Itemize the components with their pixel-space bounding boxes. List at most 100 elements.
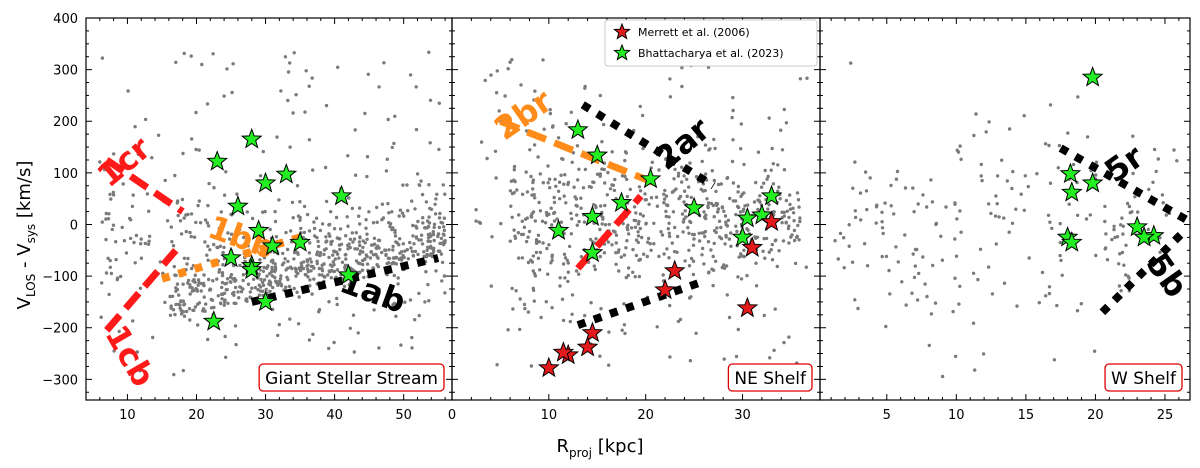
scatter-point — [833, 239, 837, 243]
scatter-point — [719, 182, 723, 186]
bhattacharya-star — [547, 219, 570, 240]
scatter-point — [958, 209, 962, 213]
scatter-point — [509, 204, 513, 208]
scatter-point — [629, 226, 634, 230]
scatter-point — [371, 221, 376, 225]
scatter-point — [104, 237, 108, 242]
scatter-point — [591, 203, 596, 207]
scatter-point — [333, 257, 337, 261]
scatter-point — [683, 209, 687, 213]
scatter-point — [234, 342, 238, 347]
scatter-point — [197, 148, 201, 152]
scatter-point — [181, 310, 186, 314]
scatter-point — [336, 65, 340, 70]
scatter-point — [212, 235, 216, 240]
scatter-point — [371, 253, 376, 257]
scatter-point — [1147, 187, 1151, 192]
scatter-point — [767, 203, 771, 207]
scatter-point — [405, 248, 409, 252]
scatter-point — [314, 216, 319, 220]
scatter-point — [1119, 289, 1123, 293]
scatter-point — [427, 215, 431, 219]
scatter-point — [754, 236, 758, 240]
scatter-point — [798, 216, 802, 220]
scatter-point — [929, 312, 934, 316]
scatter-point — [508, 239, 512, 243]
scatter-point — [676, 319, 681, 324]
track-label-1bb: 1bb — [203, 208, 280, 267]
scatter-point — [196, 203, 200, 208]
scatter-point — [739, 194, 743, 199]
scatter-point — [711, 268, 716, 272]
scatter-point — [648, 242, 652, 246]
scatter-point — [365, 174, 369, 179]
scatter-point — [295, 290, 299, 294]
scatter-point — [474, 219, 478, 223]
scatter-point — [439, 252, 444, 256]
scatter-point — [987, 202, 991, 206]
merrett-star — [736, 296, 759, 318]
scatter-point — [425, 252, 429, 257]
scatter-point — [1112, 227, 1116, 232]
scatter-point — [921, 255, 925, 259]
scatter-point — [668, 95, 673, 99]
scatter-point — [432, 222, 437, 226]
scatter-point — [106, 256, 110, 260]
bhattacharya-star — [240, 127, 263, 149]
scatter-point — [953, 354, 958, 359]
scatter-point — [408, 73, 413, 77]
scatter-point — [517, 213, 521, 217]
scatter-point — [273, 219, 278, 224]
scatter-point — [306, 267, 310, 271]
scatter-point — [443, 192, 447, 196]
scatter-point — [512, 168, 516, 172]
scatter-point — [129, 218, 133, 222]
scatter-point — [892, 212, 896, 216]
scatter-point — [261, 210, 265, 214]
scatter-point — [401, 242, 405, 246]
scatter-point — [204, 302, 208, 306]
scatter-point — [605, 193, 609, 197]
scatter-point — [530, 193, 534, 197]
scatter-point — [300, 264, 304, 268]
scatter-point — [896, 260, 900, 264]
scatter-point — [594, 205, 598, 210]
scatter-point — [377, 85, 381, 89]
scatter-point — [220, 273, 225, 278]
scatter-point — [298, 218, 302, 222]
scatter-point — [568, 319, 572, 324]
scatter-point — [417, 291, 421, 296]
scatter-point — [706, 201, 711, 205]
scatter-point — [1121, 224, 1126, 228]
scatter-point — [547, 177, 552, 181]
bhattacharya-star — [261, 234, 284, 256]
scatter-point — [248, 290, 253, 294]
scatter-point — [773, 239, 777, 243]
scatter-point — [731, 108, 735, 113]
scatter-point — [792, 228, 797, 233]
scatter-point — [646, 236, 651, 241]
scatter-point — [442, 228, 447, 233]
scatter-point — [662, 197, 667, 201]
scatter-point — [355, 247, 360, 251]
scatter-point — [972, 133, 976, 138]
scatter-point — [575, 144, 580, 148]
scatter-point — [372, 308, 376, 312]
scatter-point — [598, 174, 602, 178]
scatter-point — [527, 229, 532, 234]
scatter-point — [913, 264, 917, 268]
scatter-point — [428, 206, 432, 211]
scatter-point — [371, 266, 375, 270]
scatter-point — [233, 324, 238, 328]
merrett-star — [654, 278, 676, 300]
scatter-point — [283, 55, 288, 59]
scatter-point — [681, 220, 686, 224]
scatter-point — [634, 253, 639, 258]
bhattacharya-star — [581, 241, 604, 263]
scatter-point — [939, 234, 943, 238]
y-label-sub1: LOS — [24, 274, 38, 297]
scatter-point — [1010, 186, 1014, 191]
scatter-point — [324, 199, 329, 204]
scatter-point — [358, 236, 362, 240]
scatter-point — [405, 183, 409, 187]
